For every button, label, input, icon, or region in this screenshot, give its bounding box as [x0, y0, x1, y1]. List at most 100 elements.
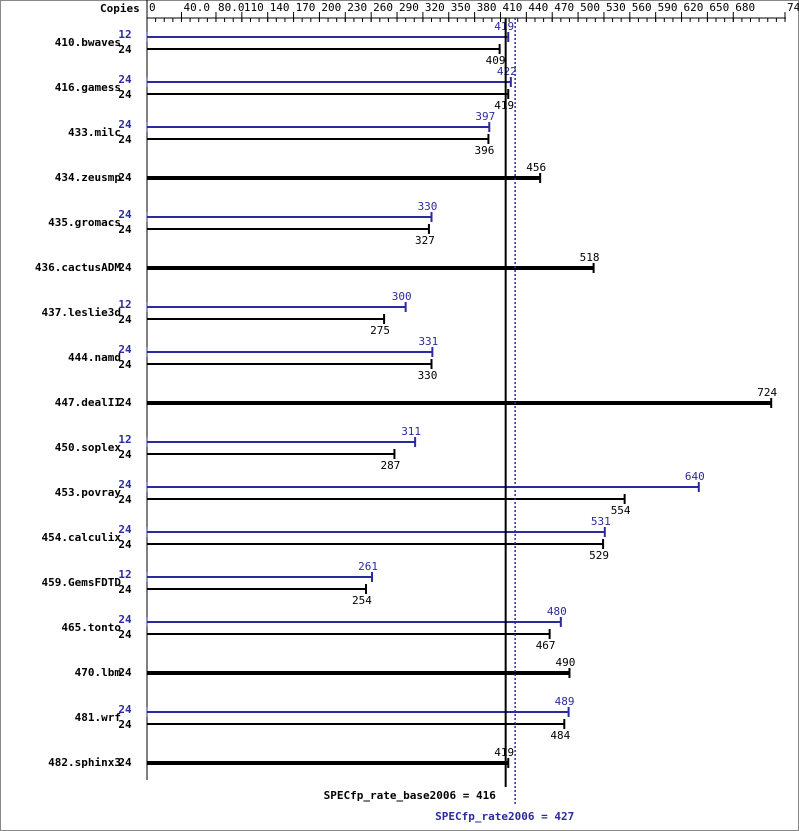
value-label: 467	[536, 639, 556, 652]
value-label: 529	[589, 549, 609, 562]
benchmark-label: 459.GemsFDTD	[42, 576, 122, 589]
x-tick-label: 650	[709, 1, 729, 14]
benchmark-label: 436.cactusADM	[35, 261, 121, 274]
value-label: 254	[352, 594, 372, 607]
benchmark-label: 453.povray	[55, 486, 122, 499]
value-label: 419	[494, 20, 514, 33]
copies-label: 24	[118, 133, 132, 146]
x-tick-label: 40.0	[183, 1, 210, 14]
value-label: 419	[494, 746, 514, 759]
x-tick-label: 740	[787, 1, 799, 14]
benchmark-label: 450.soplex	[55, 441, 122, 454]
value-label: 640	[685, 470, 705, 483]
x-tick-label: 380	[477, 1, 497, 14]
value-label: 330	[418, 369, 438, 382]
value-label: 287	[381, 459, 401, 472]
copies-label: 24	[118, 223, 132, 236]
benchmark-label: 447.dealII	[55, 396, 121, 409]
copies-label: 12	[118, 28, 131, 41]
benchmark-label: 444.namd	[68, 351, 121, 364]
x-tick-label: 350	[451, 1, 471, 14]
copies-label: 24	[118, 703, 132, 716]
value-label: 456	[526, 161, 546, 174]
value-label: 397	[475, 110, 495, 123]
x-tick-label: 110	[244, 1, 264, 14]
x-tick-label: 200	[321, 1, 341, 14]
x-tick-label: 560	[632, 1, 652, 14]
x-tick-label: 0	[149, 1, 156, 14]
copies-label: 24	[118, 718, 132, 731]
x-tick-label: 680	[735, 1, 755, 14]
value-label: 724	[757, 386, 777, 399]
benchmark-label: 465.tonto	[61, 621, 121, 634]
value-label: 331	[418, 335, 438, 348]
benchmark-label: 482.sphinx3	[48, 756, 121, 769]
value-label: 489	[555, 695, 575, 708]
x-tick-label: 260	[373, 1, 393, 14]
x-tick-label: 80.0	[218, 1, 245, 14]
copies-label: 24	[118, 448, 132, 461]
copies-label: 24	[118, 171, 132, 184]
copies-label: 24	[118, 478, 132, 491]
copies-label: 24	[118, 208, 132, 221]
value-label: 554	[611, 504, 631, 517]
x-tick-label: 320	[425, 1, 445, 14]
x-tick-label: 620	[684, 1, 704, 14]
copies-label: 24	[118, 358, 132, 371]
copies-label: 24	[118, 583, 132, 596]
value-label: 275	[370, 324, 390, 337]
copies-label: 24	[118, 756, 132, 769]
benchmark-label: 470.lbm	[75, 666, 122, 679]
value-label: 518	[580, 251, 600, 264]
x-tick-label: 470	[554, 1, 574, 14]
reference-label: SPECfp_rate2006 = 427	[435, 810, 574, 823]
copies-label: 24	[118, 628, 132, 641]
value-label: 396	[474, 144, 494, 157]
copies-label: 24	[118, 613, 132, 626]
copies-label: 24	[118, 396, 132, 409]
value-label: 419	[494, 99, 514, 112]
benchmark-label: 454.calculix	[42, 531, 122, 544]
x-tick-label: 410	[502, 1, 522, 14]
copies-label: 12	[118, 568, 131, 581]
value-label: 490	[556, 656, 576, 669]
copies-label: 24	[118, 313, 132, 326]
value-label: 480	[547, 605, 567, 618]
value-label: 422	[497, 65, 517, 78]
benchmark-label: 433.milc	[68, 126, 121, 139]
x-tick-label: 500	[580, 1, 600, 14]
benchmark-label: 435.gromacs	[48, 216, 121, 229]
copies-label: 24	[118, 261, 132, 274]
benchmark-label: 434.zeusmp	[55, 171, 122, 184]
copies-header: Copies	[100, 2, 140, 15]
copies-label: 12	[118, 433, 131, 446]
value-label: 484	[550, 729, 570, 742]
benchmark-label: 416.gamess	[55, 81, 121, 94]
copies-label: 24	[118, 43, 132, 56]
copies-label: 24	[118, 343, 132, 356]
copies-label: 24	[118, 493, 132, 506]
benchmark-label: 481.wrf	[75, 711, 121, 724]
copies-label: 24	[118, 88, 132, 101]
value-label: 261	[358, 560, 378, 573]
copies-label: 24	[118, 523, 132, 536]
value-label: 531	[591, 515, 611, 528]
copies-label: 12	[118, 298, 131, 311]
x-tick-label: 440	[528, 1, 548, 14]
benchmark-label: 437.leslie3d	[42, 306, 121, 319]
x-tick-label: 290	[399, 1, 419, 14]
copies-label: 24	[118, 666, 132, 679]
x-tick-label: 140	[270, 1, 290, 14]
value-label: 330	[418, 200, 438, 213]
value-label: 409	[486, 54, 506, 67]
x-tick-label: 230	[347, 1, 367, 14]
copies-label: 24	[118, 118, 132, 131]
copies-label: 24	[118, 538, 132, 551]
value-label: 327	[415, 234, 435, 247]
x-tick-label: 590	[658, 1, 678, 14]
reference-label: SPECfp_rate_base2006 = 416	[324, 789, 497, 802]
x-tick-label: 170	[296, 1, 316, 14]
value-label: 311	[401, 425, 421, 438]
copies-label: 24	[118, 73, 132, 86]
